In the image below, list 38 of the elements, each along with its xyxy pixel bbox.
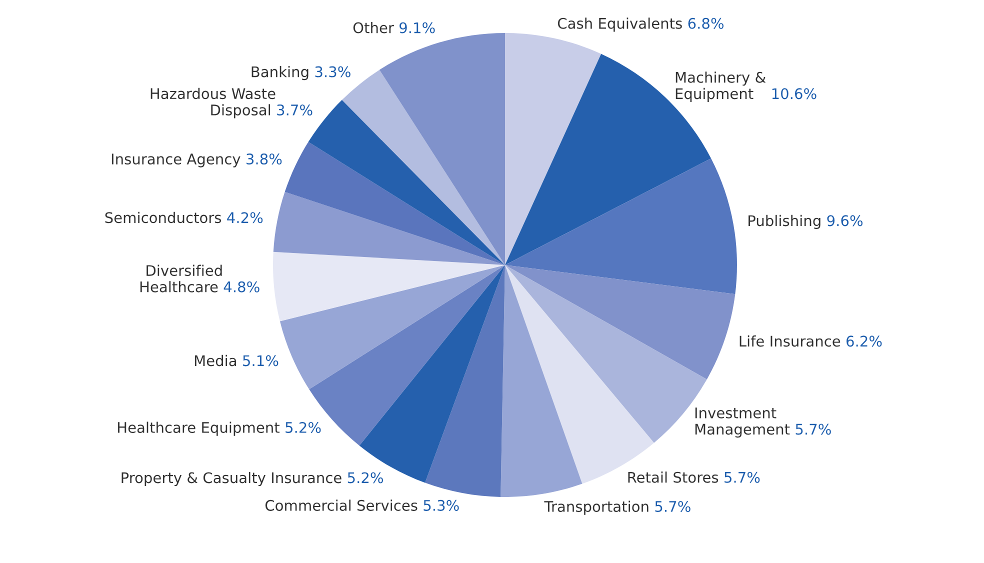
data-label: 5.2% bbox=[348, 472, 384, 484]
data-label: 5.7% bbox=[724, 472, 760, 483]
slice-label: Commercial Services bbox=[265, 500, 418, 511]
slice-label: Investment Management bbox=[695, 408, 790, 438]
slice-label: Semiconductors bbox=[105, 212, 222, 224]
data-label: 6.2% bbox=[846, 336, 882, 347]
slice-label: Diversified Healthcare bbox=[140, 264, 222, 292]
slice-label: Insurance Agency bbox=[112, 154, 240, 168]
data-label: 9.6% bbox=[827, 215, 863, 226]
data-label: 3.7% bbox=[277, 104, 312, 116]
data-label: 5.7% bbox=[655, 500, 690, 512]
pie-slice bbox=[505, 265, 736, 380]
data-label: 10.6% bbox=[772, 88, 816, 100]
pie-slice bbox=[425, 265, 505, 497]
data-label: 5.7% bbox=[796, 424, 831, 435]
slice-label: Cash Equivalents bbox=[558, 18, 682, 32]
data-label: 9.1% bbox=[400, 22, 435, 34]
data-label: 5.1% bbox=[243, 355, 278, 366]
slice-label: Publishing bbox=[748, 214, 820, 230]
slice-label: Life Insurance bbox=[740, 335, 840, 347]
data-label: 4.2% bbox=[227, 212, 263, 224]
slice-label: Property & Casualty Insurance bbox=[122, 472, 342, 486]
data-label: 5.3% bbox=[424, 500, 459, 511]
slice-label: Hazardous Waste Disposal bbox=[150, 88, 276, 118]
slice-label: Retail Stores bbox=[628, 472, 718, 483]
data-label: 3.3% bbox=[315, 66, 350, 78]
slice-label: Machinery & Equipment bbox=[676, 72, 766, 102]
slice-label: Other bbox=[353, 22, 394, 34]
data-label: 4.8% bbox=[224, 281, 260, 292]
slice-label: Healthcare Equipment bbox=[118, 422, 280, 436]
pie-slice bbox=[273, 252, 505, 322]
slice-label: Banking bbox=[252, 66, 308, 80]
data-label: 6.8% bbox=[688, 18, 724, 29]
slice-label: Transportation bbox=[544, 500, 648, 515]
data-label: 5.2% bbox=[286, 422, 321, 434]
data-label: 3.8% bbox=[246, 153, 282, 165]
slice-label: Media bbox=[194, 354, 236, 366]
pie-slice bbox=[505, 33, 602, 265]
